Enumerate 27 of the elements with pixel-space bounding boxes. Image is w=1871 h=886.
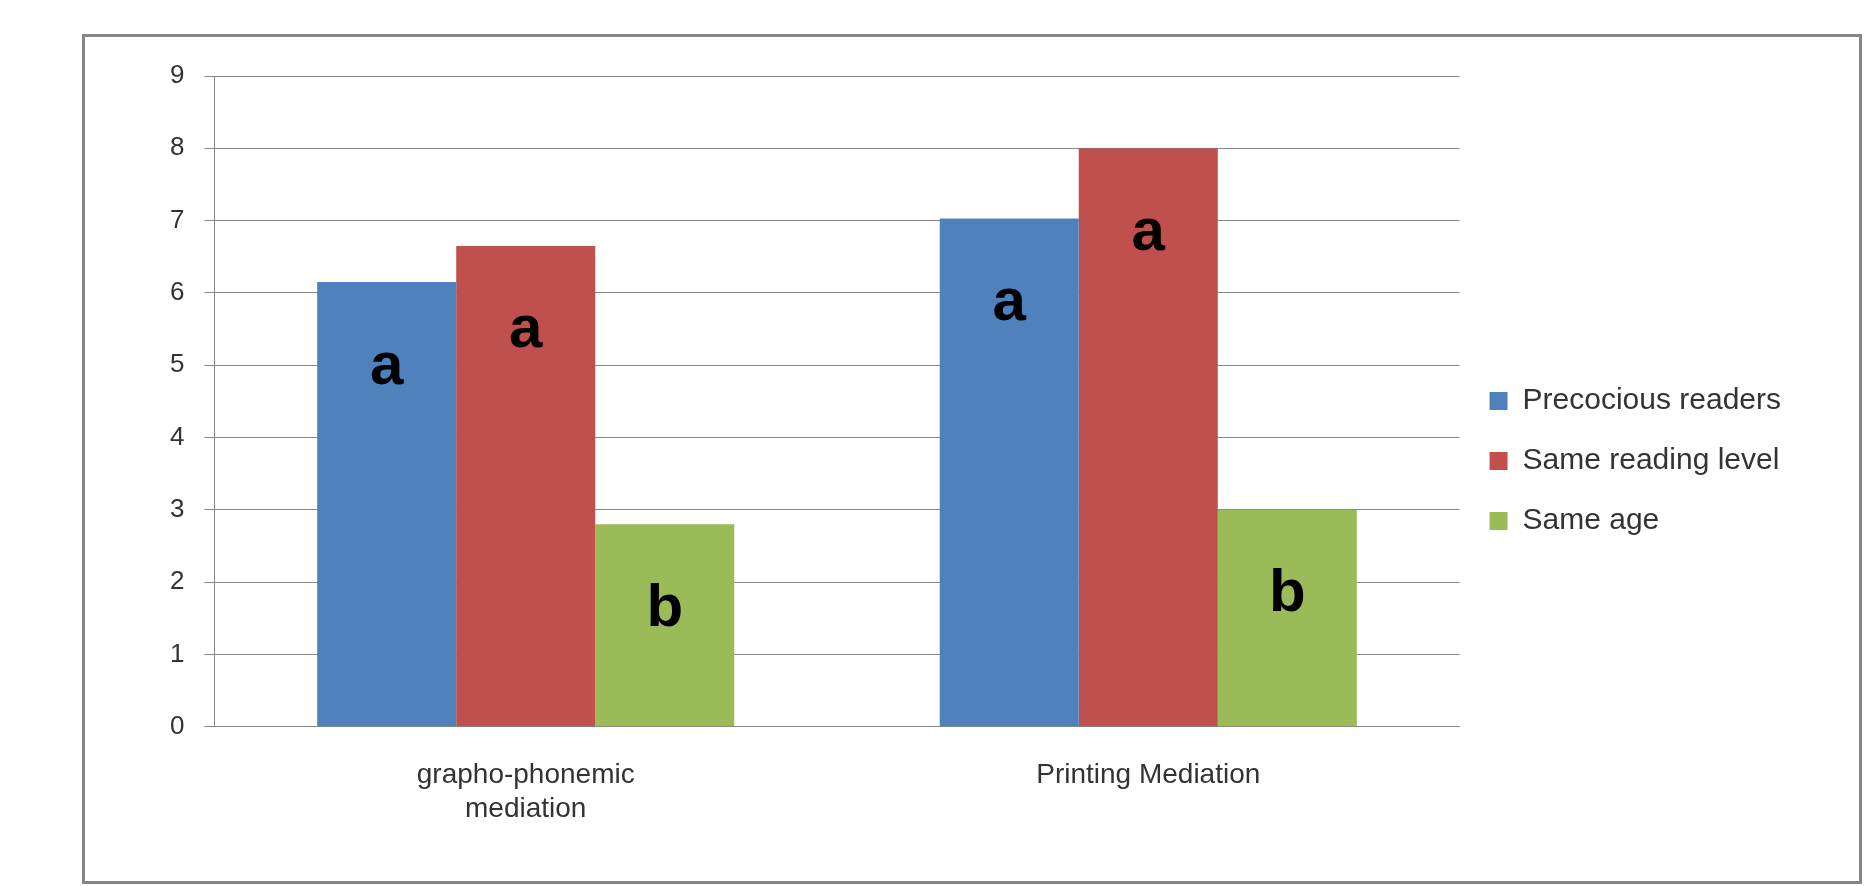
data-label: a xyxy=(509,293,544,361)
bar xyxy=(939,218,1079,727)
bar xyxy=(595,524,735,727)
data-label: b xyxy=(646,571,684,639)
x-tick-label: Printing Mediation xyxy=(1036,758,1261,790)
data-label: b xyxy=(1268,557,1306,625)
y-tick-label: 0 xyxy=(169,709,185,740)
x-tick-label: grapho-phonemic mediation xyxy=(416,758,635,823)
y-tick-label: 9 xyxy=(169,59,185,90)
data-label: a xyxy=(1131,195,1166,263)
y-tick-label: 3 xyxy=(169,493,185,524)
y-tick-label: 4 xyxy=(169,420,185,451)
legend-label: Precocious readers xyxy=(1522,382,1782,416)
data-label: a xyxy=(992,266,1027,333)
legend-label: Same reading level xyxy=(1522,442,1780,476)
bar xyxy=(317,282,457,727)
bar xyxy=(456,245,596,727)
bar xyxy=(1078,148,1218,727)
y-tick-label: 6 xyxy=(169,276,185,307)
y-tick-label: 1 xyxy=(169,637,185,668)
bar xyxy=(1217,509,1357,727)
y-tick-label: 5 xyxy=(169,348,185,379)
y-tick-label: 2 xyxy=(169,565,185,596)
data-label: a xyxy=(370,329,405,397)
y-tick-label: 7 xyxy=(169,203,185,234)
legend-label: Same age xyxy=(1522,502,1660,536)
y-tick-label: 8 xyxy=(169,131,185,162)
